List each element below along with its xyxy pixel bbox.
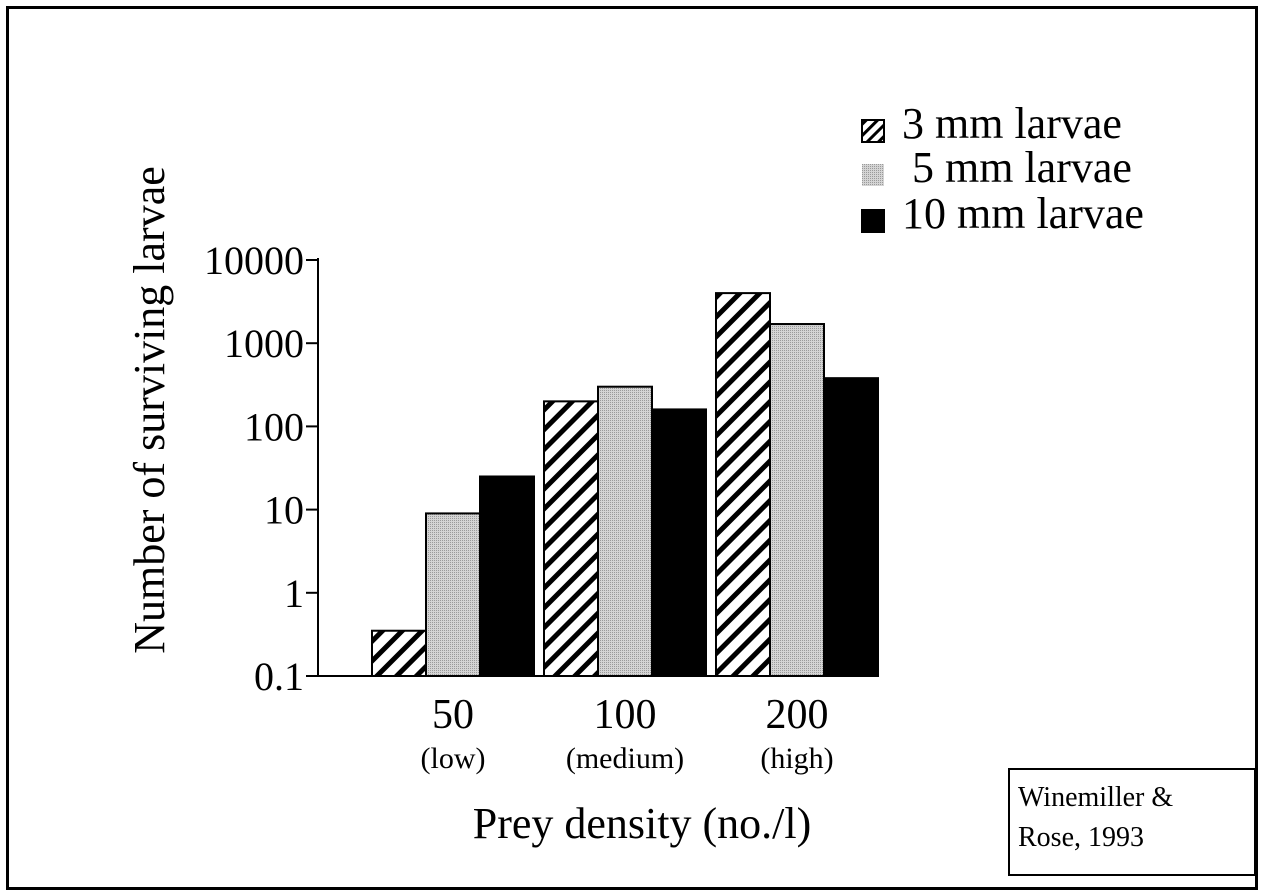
bar-5-mm-larvae-200 <box>769 323 825 677</box>
y-tick-label: 10 <box>264 488 304 533</box>
x-tick-sublabel: (low) <box>421 742 486 775</box>
legend-swatch-3-mm-larvae <box>861 119 885 143</box>
bars <box>371 292 879 678</box>
x-tick-sublabel: (medium) <box>566 742 684 775</box>
y-axis-label: Number of surviving larvae <box>125 166 174 654</box>
legend-label: 10 mm larvae <box>902 189 1144 238</box>
bar-10-mm-larvae-50 <box>479 475 535 677</box>
legend-swatch-5-mm-larvae <box>862 164 884 186</box>
y-tick-label: 0.1 <box>254 654 304 699</box>
x-tick-label: 50 <box>432 692 474 738</box>
y-tick-label: 10000 <box>204 238 304 283</box>
legend-label: 5 mm larvae <box>912 143 1132 192</box>
y-tick-label: 100 <box>244 404 304 449</box>
bar-10-mm-larvae-100 <box>651 408 707 677</box>
y-tick-label: 1000 <box>224 321 304 366</box>
tick-labels: 10000 1000 100 10 1 0.1 50 (low) 100 (medium) 200 (… <box>204 238 834 775</box>
citation-line-2: Rose, 1993 <box>1018 822 1144 853</box>
x-axis-label: Prey density (no./l) <box>473 799 812 848</box>
citation-line-1: Winemiller & <box>1018 782 1174 813</box>
x-tick-sublabel: (high) <box>760 742 833 775</box>
x-tick-label: 100 <box>594 692 657 738</box>
citation-box: Winemiller & Rose, 1993 <box>1008 768 1256 876</box>
bar-3-mm-larvae-50 <box>371 629 427 677</box>
bar-5-mm-larvae-100 <box>597 385 653 677</box>
legend-swatch-10-mm-larvae <box>861 209 885 233</box>
bar-3-mm-larvae-100 <box>543 400 599 677</box>
bar-3-mm-larvae-200 <box>715 292 771 677</box>
bar-10-mm-larvae-200 <box>823 377 879 677</box>
x-tick-label: 200 <box>766 692 829 738</box>
y-tick-label: 1 <box>284 571 304 616</box>
legend-label: 3 mm larvae <box>902 99 1122 148</box>
bar-5-mm-larvae-50 <box>425 512 481 678</box>
